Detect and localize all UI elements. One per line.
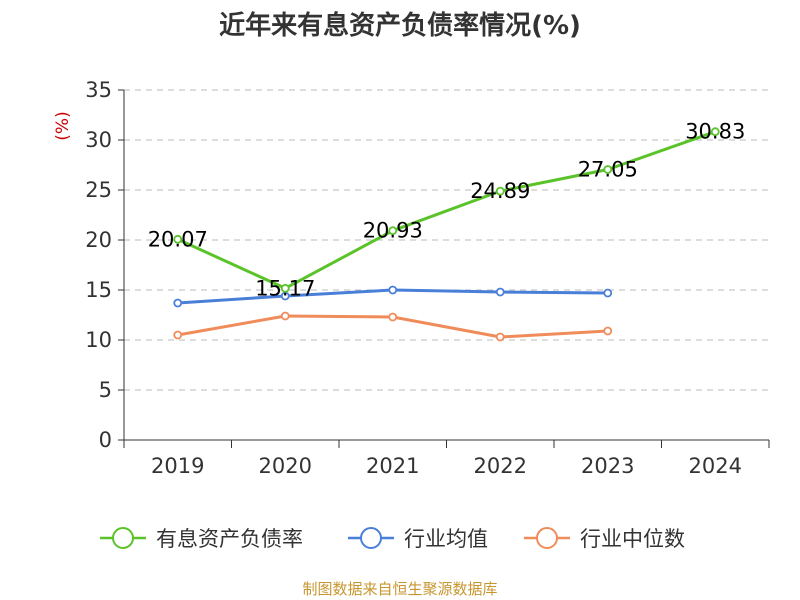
data-point xyxy=(388,285,398,295)
data-label: 15.17 xyxy=(255,276,315,300)
data-point xyxy=(388,226,398,236)
legend-marker-3 xyxy=(536,527,558,549)
data-label: 27.05 xyxy=(578,158,638,182)
y-axis-label: (%) xyxy=(53,111,73,140)
data-point xyxy=(495,332,505,342)
legend-label-3: 行业中位数 xyxy=(580,527,685,551)
data-label: 30.83 xyxy=(685,120,745,144)
data-point xyxy=(173,298,183,308)
chart-title: 近年来有息资产负债率情况(%) xyxy=(219,10,581,41)
data-point xyxy=(173,234,183,244)
data-labels: 20.07 15.17 20.93 24.89 27.05 30.83 xyxy=(148,120,746,301)
data-label: 20.07 xyxy=(148,227,208,251)
x-tick-label: 2021 xyxy=(366,454,419,478)
data-point xyxy=(710,127,720,137)
data-point xyxy=(173,330,183,340)
y-tick-label: 25 xyxy=(85,178,112,202)
axes: 0 5 10 15 20 25 30 35 2019 2020 2021 2022 2023 2024 xyxy=(85,78,770,478)
legend-marker-2 xyxy=(360,527,382,549)
data-label: 24.89 xyxy=(470,179,530,203)
y-tick-label: 20 xyxy=(85,228,112,252)
data-point xyxy=(603,165,613,174)
data-point xyxy=(495,186,505,196)
x-tick-label: 2023 xyxy=(581,454,634,478)
y-tick-label: 30 xyxy=(85,128,112,152)
series-line-1 xyxy=(177,130,716,290)
data-point xyxy=(603,288,613,298)
x-tick-label: 2019 xyxy=(151,454,204,478)
data-point xyxy=(280,283,290,293)
y-tick-label: 5 xyxy=(99,378,112,402)
legend-label-2: 行业均值 xyxy=(404,527,488,551)
legend-label-1: 有息资产负债率 xyxy=(156,527,303,551)
y-tick-label: 10 xyxy=(85,328,112,352)
data-point xyxy=(280,311,290,321)
x-tick-label: 2022 xyxy=(474,454,527,478)
data-point xyxy=(388,312,398,322)
source-note: 制图数据来自恒生聚源数据库 xyxy=(302,580,497,598)
y-tick-label: 15 xyxy=(85,278,112,302)
data-point xyxy=(603,326,613,336)
grid xyxy=(124,89,769,391)
data-point xyxy=(495,287,505,297)
legend: 有息资产负债率 行业均值 行业中位数 xyxy=(100,527,685,551)
x-tick-label: 2020 xyxy=(259,454,312,478)
x-tick-label: 2024 xyxy=(689,454,742,478)
y-tick-label: 35 xyxy=(85,78,112,102)
y-tick-label: 0 xyxy=(99,428,112,452)
series-layer xyxy=(173,127,720,342)
legend-marker-1 xyxy=(112,527,134,549)
data-label: 20.93 xyxy=(363,219,423,243)
